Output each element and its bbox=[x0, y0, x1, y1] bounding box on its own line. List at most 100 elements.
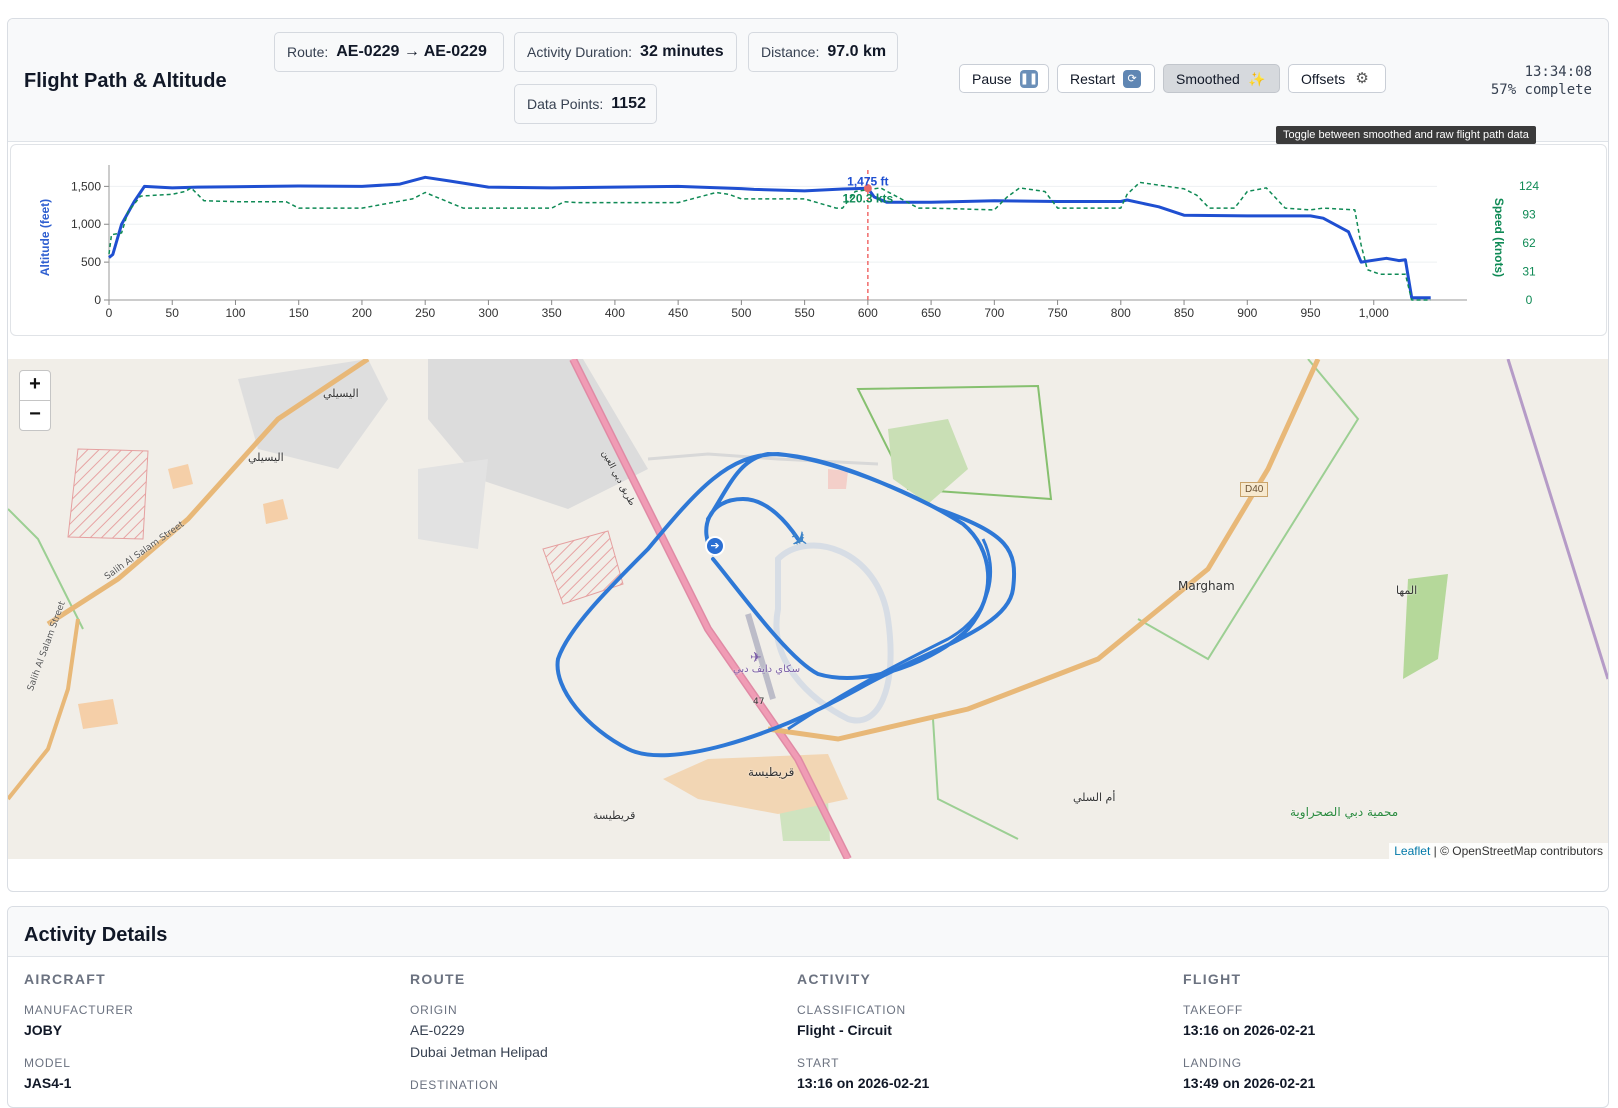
distance-stat: Distance: 97.0 km bbox=[748, 32, 898, 72]
map-label: محمية دبي الصحراوية bbox=[1290, 805, 1399, 819]
x-tick-label: 700 bbox=[984, 306, 1004, 320]
landing-label: LANDING bbox=[1183, 1056, 1242, 1070]
y-tick-label: 1,500 bbox=[71, 179, 101, 193]
manufacturer-label: MANUFACTURER bbox=[24, 1003, 134, 1017]
pause-button-label: Pause bbox=[972, 70, 1012, 87]
park-area bbox=[1403, 574, 1448, 679]
y2-tick-label: 62 bbox=[1522, 236, 1536, 250]
route-value: AE-0229 → AE-0229 bbox=[336, 43, 487, 60]
playback-time: 13:34:08 bbox=[1524, 64, 1592, 80]
duration-stat: Activity Duration: 32 minutes bbox=[514, 32, 737, 72]
residential-area bbox=[78, 699, 118, 729]
x-tick-label: 200 bbox=[352, 306, 372, 320]
smoothed-toggle-button[interactable]: Smoothed ✨ bbox=[1163, 64, 1280, 93]
start-value: 13:16 on 2026-02-21 bbox=[797, 1075, 930, 1091]
x-tick-label: 550 bbox=[795, 306, 815, 320]
offsets-button[interactable]: Offsets ⚙ bbox=[1288, 64, 1386, 93]
pause-button[interactable]: Pause ❚❚ bbox=[959, 64, 1049, 93]
restart-button-label: Restart bbox=[1070, 70, 1116, 87]
leaflet-link[interactable]: Leaflet bbox=[1394, 844, 1431, 858]
landing-value: 13:49 on 2026-02-21 bbox=[1183, 1075, 1316, 1091]
duration-label: Activity Duration: bbox=[527, 44, 633, 60]
osm-credit: | © OpenStreetMap contributors bbox=[1430, 844, 1603, 858]
origin-label: ORIGIN bbox=[410, 1003, 458, 1017]
origin-value: AE-0229 bbox=[410, 1022, 465, 1038]
distance-value: 97.0 km bbox=[827, 43, 887, 60]
y2-tick-label: 93 bbox=[1522, 208, 1536, 222]
aircraft-heading: AIRCRAFT bbox=[24, 971, 106, 987]
restricted-zone bbox=[542, 530, 624, 605]
map-tiles bbox=[8, 359, 1608, 859]
map-label: سكاي دايف دبي bbox=[733, 664, 801, 675]
data-points-stat: Data Points: 1152 bbox=[514, 84, 657, 124]
urban-area bbox=[418, 459, 488, 549]
zoom-out-button[interactable]: − bbox=[19, 400, 51, 431]
playback-progress: 57% complete bbox=[1490, 82, 1592, 98]
main-road bbox=[8, 618, 80, 801]
x-tick-label: 350 bbox=[542, 306, 562, 320]
cursor-altitude-dot bbox=[863, 184, 872, 193]
x-tick-label: 50 bbox=[166, 306, 180, 320]
road-shield-d40: D40 bbox=[1240, 482, 1269, 497]
map-label: قريطيسة bbox=[748, 765, 795, 779]
x-tick-label: 800 bbox=[1111, 306, 1131, 320]
flight-path-card: Flight Path & Altitude Route: AE-0229 → … bbox=[7, 18, 1609, 892]
start-pin-icon[interactable]: ➔ bbox=[705, 536, 725, 556]
model-label: MODEL bbox=[24, 1056, 71, 1070]
x-tick-label: 250 bbox=[415, 306, 435, 320]
x-tick-label: 400 bbox=[605, 306, 625, 320]
sparkles-icon: ✨ bbox=[1248, 70, 1266, 87]
building-area bbox=[828, 469, 848, 489]
zoom-in-button[interactable]: + bbox=[19, 370, 51, 401]
activity-details-title: Activity Details bbox=[24, 924, 168, 946]
speed-series-line bbox=[108, 181, 1431, 301]
start-label: START bbox=[797, 1056, 840, 1070]
route-label: Route: bbox=[287, 44, 329, 60]
residential-area bbox=[168, 464, 193, 489]
x-tick-label: 450 bbox=[668, 306, 688, 320]
reserve-boundary bbox=[8, 508, 84, 630]
reserve-boundary bbox=[1137, 359, 1360, 661]
smoothed-button-label: Smoothed bbox=[1176, 70, 1240, 87]
map-label: المها bbox=[1396, 584, 1418, 597]
map-attribution: Leaflet | © OpenStreetMap contributors bbox=[1389, 843, 1608, 859]
x-tick-label: 600 bbox=[858, 306, 878, 320]
distance-label: Distance: bbox=[761, 44, 820, 60]
x-tick-label: 150 bbox=[289, 306, 309, 320]
altitude-series-line bbox=[108, 175, 1431, 300]
duration-value: 32 minutes bbox=[640, 43, 724, 60]
x-tick-label: 750 bbox=[1048, 306, 1068, 320]
map-label: اليسيلي bbox=[248, 451, 284, 464]
airfield-icon: ✈ bbox=[750, 649, 762, 665]
data-points-value: 1152 bbox=[611, 95, 646, 112]
y-tick-label: 1,000 bbox=[71, 217, 101, 231]
cursor-altitude-label: 1,475 ft bbox=[847, 174, 888, 188]
y2-tick-label: 31 bbox=[1522, 265, 1536, 279]
restart-icon: ⟳ bbox=[1123, 69, 1142, 88]
restricted-zone bbox=[67, 448, 149, 540]
flight-heading: FLIGHT bbox=[1183, 971, 1242, 987]
restart-button[interactable]: Restart ⟳ bbox=[1057, 64, 1155, 93]
y2-tick-label: 124 bbox=[1519, 179, 1539, 193]
flight-map[interactable]: ➔ ✈ ✈ + − اليسيلي اليسيلي Salih Al Salam S… bbox=[8, 359, 1608, 859]
pause-icon: ❚❚ bbox=[1019, 69, 1038, 88]
route-heading: ROUTE bbox=[410, 971, 466, 987]
takeoff-value: 13:16 on 2026-02-21 bbox=[1183, 1022, 1316, 1038]
map-label: أم السلي bbox=[1073, 791, 1116, 804]
data-points-label: Data Points: bbox=[527, 96, 604, 112]
urban-area bbox=[238, 359, 388, 469]
manufacturer-value: JOBY bbox=[24, 1022, 63, 1038]
x-tick-label: 950 bbox=[1301, 306, 1321, 320]
drone-circuit-track bbox=[773, 542, 894, 724]
activity-details-card: Activity Details AIRCRAFT MANUFACTURER J… bbox=[7, 906, 1609, 1108]
x-tick-label: 650 bbox=[921, 306, 941, 320]
map-label: 47 bbox=[753, 697, 765, 707]
y2-axis-label: Speed (knots) bbox=[1492, 198, 1506, 277]
altitude-speed-chart[interactable]: 0 500 1,000 1,500 0 31 62 93 124 0 50 100 150 200 250 3… bbox=[11, 145, 1606, 335]
y-tick-label: 500 bbox=[81, 255, 101, 269]
activity-details-header: Activity Details bbox=[8, 907, 1608, 957]
cursor-speed-label: 120.3 kts bbox=[842, 191, 893, 205]
route-stat: Route: AE-0229 → AE-0229 bbox=[274, 32, 504, 72]
map-label: اليسيلي bbox=[323, 387, 359, 400]
smoothed-tooltip: Toggle between smoothed and raw flight p… bbox=[1276, 126, 1536, 144]
